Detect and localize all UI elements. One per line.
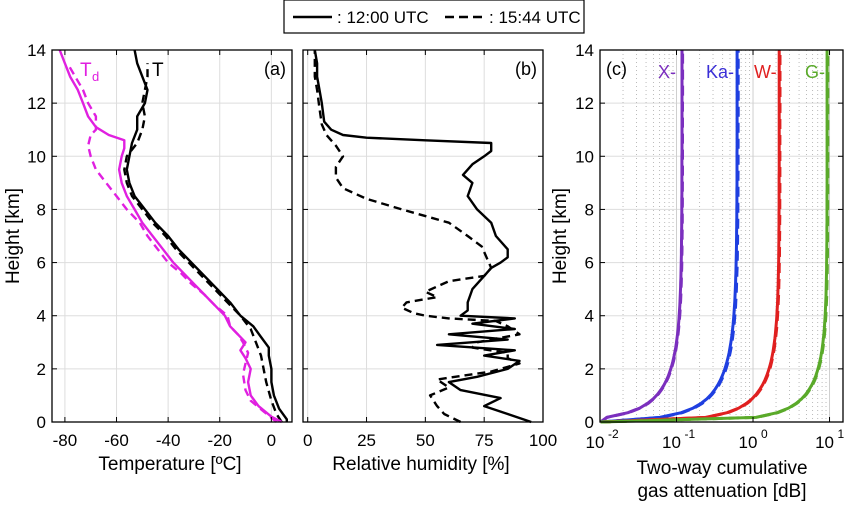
x-tick-label: 75 [475, 431, 494, 450]
series-line-dashed [66, 62, 278, 423]
annotation-label: T [152, 60, 164, 81]
panel-label: (b) [515, 59, 537, 79]
band-label: Ka- [706, 62, 734, 82]
annotation-subscript: d [92, 69, 99, 84]
series-line-W-dashed [600, 50, 782, 424]
x-tick-label: 10 [586, 433, 605, 452]
x-tick-exponent: -2 [608, 427, 619, 441]
series-line-G-solid [600, 50, 829, 424]
y-tick-label: 4 [37, 307, 46, 326]
legend: : 12:00 UTC : 15:44 UTC [283, 0, 585, 34]
legend-dashed-label: : 15:44 UTC [489, 8, 581, 27]
y-tick-label: 2 [37, 360, 46, 379]
x-tick-label: -80 [53, 431, 78, 450]
series-line-X-solid [599, 50, 684, 424]
panel-label: (a) [264, 59, 286, 79]
y-tick-label: 14 [27, 41, 46, 60]
y-tick-label: 0 [585, 413, 594, 432]
panel-b: 0 25 50 75 100 (b) [302, 49, 557, 450]
annotation-label: T [80, 60, 92, 81]
panel-c-xlabel-line1: Two-way cumulative [636, 458, 807, 479]
y-tick-label: 8 [37, 200, 46, 219]
x-tick-label: -60 [104, 431, 129, 450]
x-tick-label: 10 [815, 433, 834, 452]
x-tick-exponent: -1 [685, 427, 696, 441]
panel-b-xlabel: Relative humidity [%] [332, 454, 509, 475]
series-line-solid [313, 49, 532, 424]
series-line-Ka-dashed [600, 50, 740, 424]
y-tick-label: 4 [585, 307, 594, 326]
legend-box [283, 0, 585, 34]
series-line-dashed [123, 63, 283, 423]
x-tick-exponent: 1 [838, 427, 845, 441]
y-tick-label: 14 [575, 41, 594, 60]
band-label: W- [754, 62, 777, 82]
x-tick-label: 10 [739, 433, 758, 452]
y-tick-label: 6 [585, 254, 594, 273]
x-tick-label: 100 [529, 431, 557, 450]
y-tick-label: 12 [575, 94, 594, 113]
panel-c-xlabel-line2: gas attenuation [dB] [637, 481, 806, 502]
x-tick-label: 0 [267, 431, 276, 450]
legend-solid-label: : 12:00 UTC [337, 8, 429, 27]
panel-a-xlabel: Temperature [ºC] [98, 454, 241, 475]
y-tick-label: 2 [585, 360, 594, 379]
series-line-solid [58, 49, 283, 424]
series-line-X-dashed [599, 50, 685, 424]
band-label: G- [805, 62, 825, 82]
panel-label: (c) [606, 59, 627, 79]
y-tick-label: 8 [585, 200, 594, 219]
x-tick-label: -40 [156, 431, 181, 450]
y-tick-label: 12 [27, 94, 46, 113]
x-tick-label: 25 [357, 431, 376, 450]
panel-a-ylabel: Height [km] [3, 188, 24, 284]
band-label: X- [658, 62, 676, 82]
x-tick-label: 0 [303, 431, 312, 450]
y-tick-label: 0 [37, 413, 46, 432]
axes-frame [599, 49, 844, 423]
x-tick-label: -20 [207, 431, 232, 450]
x-tick-label: 10 [662, 433, 681, 452]
panel-c-ylabel: Height [km] [550, 188, 571, 284]
y-tick-label: 10 [27, 147, 46, 166]
series-line-W-solid [600, 50, 781, 424]
series-line-dashed [313, 50, 521, 424]
x-tick-exponent: 0 [761, 427, 768, 441]
y-tick-label: 6 [37, 254, 46, 273]
series-line-G-dashed [600, 50, 830, 424]
x-tick-label: 50 [416, 431, 435, 450]
y-tick-label: 10 [575, 147, 594, 166]
axes-frame [51, 49, 293, 423]
series-line-solid [125, 49, 288, 422]
axes-frame [302, 49, 544, 423]
